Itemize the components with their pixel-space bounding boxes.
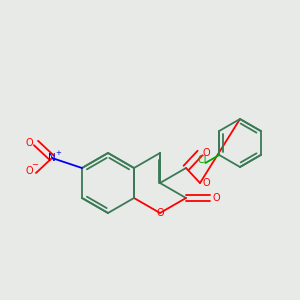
Text: O: O	[203, 178, 210, 188]
Text: N: N	[48, 153, 56, 163]
Text: O: O	[26, 138, 33, 148]
Text: −: −	[31, 160, 38, 169]
Text: O: O	[213, 193, 220, 203]
Text: O: O	[203, 148, 210, 158]
Text: +: +	[56, 150, 61, 156]
Text: Cl: Cl	[198, 155, 207, 165]
Text: O: O	[156, 208, 164, 218]
Text: O: O	[26, 167, 33, 176]
